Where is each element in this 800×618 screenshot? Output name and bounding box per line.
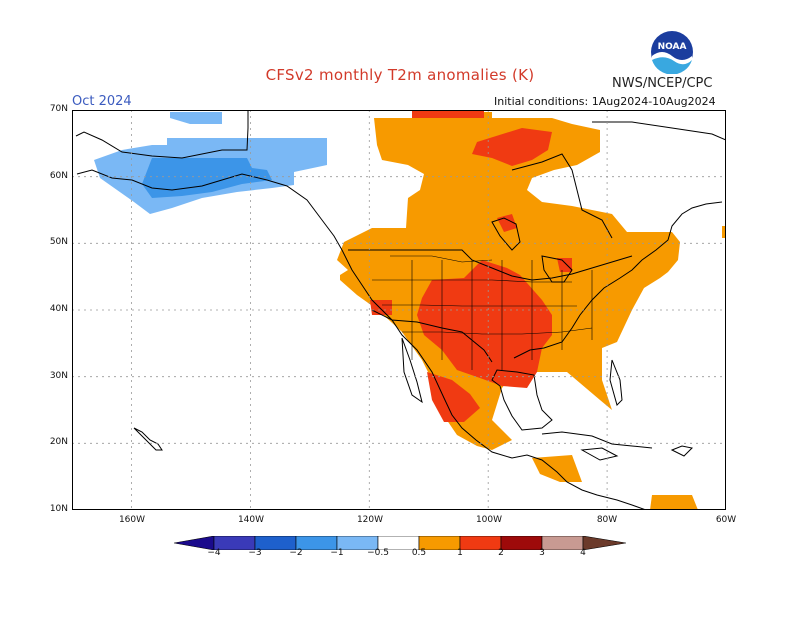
colorbar-label: −3: [248, 548, 262, 558]
colorbar-label: −2: [289, 548, 303, 558]
lat-label-50n: 50N: [49, 237, 68, 247]
lat-label-20n: 20N: [49, 437, 68, 447]
colorbar-arrow-right: [582, 536, 626, 550]
logo-text: NOAA: [658, 42, 687, 52]
mid-blue-shading: [142, 158, 272, 198]
colorbar-label: 3: [539, 548, 545, 558]
colorbar-label: −1: [330, 548, 344, 558]
colorbar-label: 1: [457, 548, 463, 558]
lon-label-120w: 120W: [356, 515, 384, 525]
colorbar-label: −0.5: [367, 548, 389, 558]
lon-label-80w: 80W: [596, 515, 618, 525]
anomaly-map: [72, 110, 726, 510]
lat-label-40n: 40N: [49, 304, 68, 314]
lon-label-60w: 60W: [715, 515, 737, 525]
agency-label: NWS/NCEP/CPC: [612, 76, 713, 91]
chart-title: CFSv2 monthly T2m anomalies (K): [265, 66, 535, 84]
colorbar-label: 2: [498, 548, 504, 558]
map-frame: [72, 110, 726, 510]
graticule: [72, 110, 726, 510]
lat-label-70n: 70N: [49, 104, 68, 114]
lat-label-10n: 10N: [49, 504, 68, 514]
colorbar-label: −4: [207, 548, 221, 558]
lon-label-100w: 100W: [475, 515, 503, 525]
lon-label-140w: 140W: [237, 515, 265, 525]
colorbar: [174, 536, 626, 550]
colorbar-label: 0.5: [411, 548, 427, 558]
initial-conditions: Initial conditions: 1Aug2024-10Aug2024: [494, 95, 716, 108]
noaa-logo: NOAA: [650, 30, 694, 75]
lat-label-30n: 30N: [49, 371, 68, 381]
forecast-month: Oct 2024: [72, 94, 132, 109]
lon-label-160w: 160W: [118, 515, 146, 525]
lat-label-60n: 60N: [49, 171, 68, 181]
cold-anomaly-region: [94, 112, 327, 214]
state-borders: [372, 255, 593, 370]
colorbar-label: 4: [580, 548, 586, 558]
